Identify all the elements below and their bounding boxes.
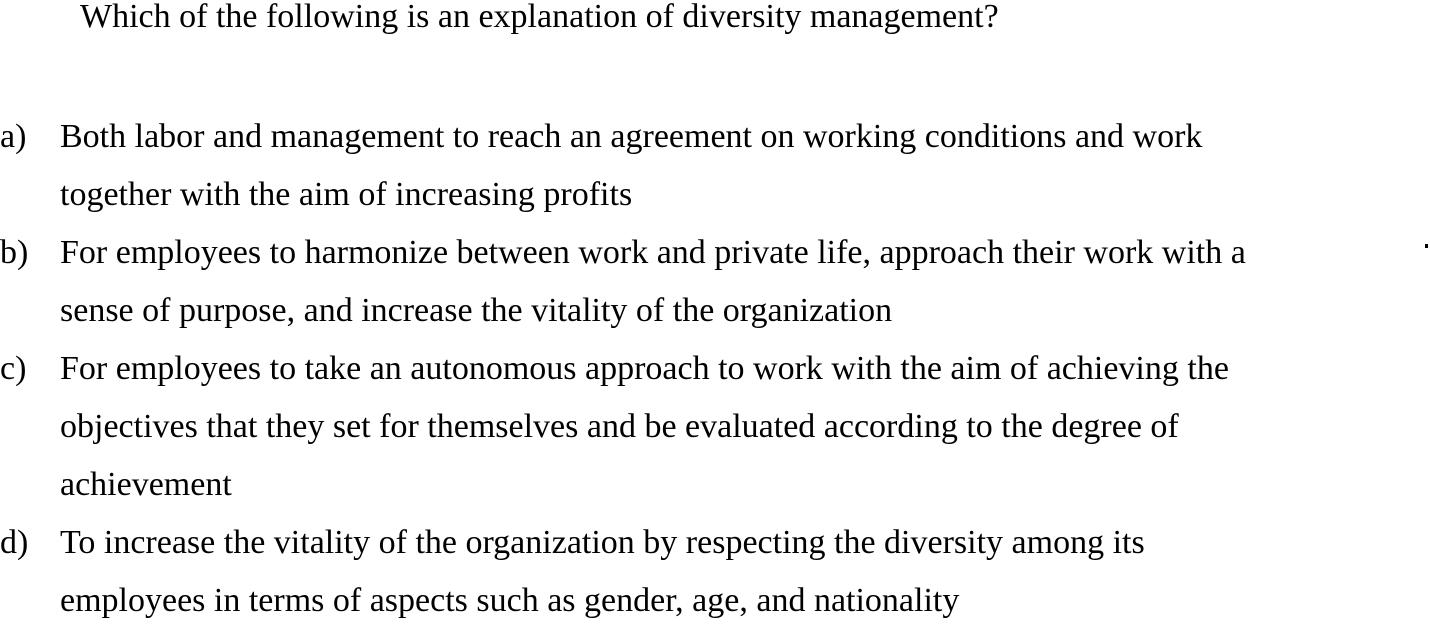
option-text-line: For employees to take an autonomous appr… — [60, 350, 1229, 387]
question-text: Which of the following is an explanation… — [80, 0, 999, 35]
option-text-line: To increase the vitality of the organiza… — [60, 524, 1145, 561]
option-text-line: For employees to harmonize between work … — [60, 234, 1246, 271]
option-text: Both labor and management to reach an ag… — [60, 108, 1395, 224]
option-c[interactable]: c) For employees to take an autonomous a… — [0, 340, 1430, 514]
option-text: For employees to take an autonomous appr… — [60, 340, 1395, 514]
option-text-line: sense of purpose, and increase the vital… — [60, 292, 893, 329]
option-letter: a) — [0, 118, 27, 155]
answer-options: a) Both labor and management to reach an… — [0, 108, 1430, 630]
option-text-line: together with the aim of increasing prof… — [60, 176, 633, 213]
option-text-line: achievement — [60, 466, 232, 503]
option-text-line: employees in terms of aspects such as ge… — [60, 582, 960, 619]
option-text-line: Both labor and management to reach an ag… — [60, 118, 1203, 155]
option-d[interactable]: d) To increase the vitality of the organ… — [0, 514, 1430, 630]
option-text-line: objectives that they set for themselves … — [60, 408, 1179, 445]
option-letter: b) — [0, 234, 29, 271]
option-text: For employees to harmonize between work … — [60, 224, 1395, 340]
option-b[interactable]: b) For employees to harmonize between wo… — [0, 224, 1430, 340]
option-text: To increase the vitality of the organiza… — [60, 514, 1395, 630]
stray-mark — [1425, 244, 1428, 248]
option-letter: c) — [0, 350, 27, 387]
option-a[interactable]: a) Both labor and management to reach an… — [0, 108, 1430, 224]
option-letter: d) — [0, 524, 29, 561]
